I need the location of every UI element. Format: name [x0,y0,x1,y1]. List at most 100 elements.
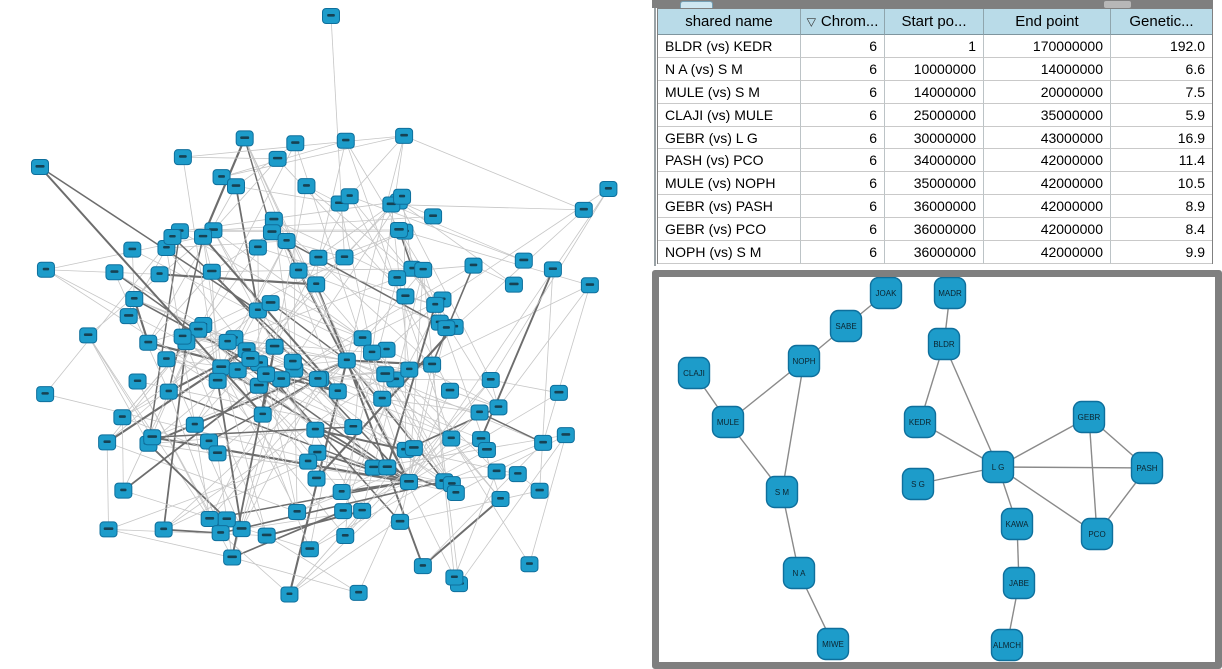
overview-node[interactable] [534,434,553,451]
overview-node[interactable] [253,406,272,423]
table-cell[interactable]: 6 [801,241,885,264]
overview-node[interactable] [426,296,445,313]
detail-node-shape[interactable] [816,627,850,661]
overview-node[interactable] [31,159,49,175]
overview-node[interactable] [306,421,325,438]
table-cell[interactable]: 6 [801,80,885,104]
overview-node[interactable] [157,351,176,368]
overview-node[interactable] [228,362,247,379]
overview-node[interactable] [377,341,396,358]
detail-node-joak[interactable]: JOAK [869,277,903,310]
overview-node[interactable] [395,127,414,144]
overview-node[interactable] [283,353,302,370]
detail-node-shape[interactable] [990,628,1024,662]
overview-node[interactable] [335,249,354,266]
overview-node[interactable] [363,344,382,361]
overview-node[interactable] [119,308,138,325]
table-cell[interactable]: 35000000 [885,172,984,196]
detail-edge[interactable] [997,466,1098,535]
network-detail-canvas[interactable]: JOAK MADR SABE NOPH CLAJI BLDR MULE KEDR GEBR L G… [659,277,1215,662]
overview-node[interactable] [194,228,213,245]
overview-node[interactable] [336,132,355,149]
overview-node[interactable] [308,371,327,388]
overview-node[interactable] [487,463,506,480]
overview-node[interactable] [340,188,359,205]
overview-node[interactable] [442,430,461,447]
table-cell[interactable]: GEBR (vs) PCO [658,218,801,242]
table-row[interactable]: N A (vs) S M 6 10000000 14000000 6.6 [658,57,1212,81]
overview-node[interactable] [173,149,192,166]
table-cell[interactable]: NOPH (vs) S M [658,241,801,264]
overview-node[interactable] [257,366,276,383]
detail-node-miwe[interactable]: MIWE [816,627,850,661]
table-cell[interactable]: 43000000 [984,126,1111,150]
overview-node[interactable] [404,440,423,457]
table-cell[interactable]: MULE (vs) S M [658,80,801,104]
detail-node-s-g[interactable]: S G [901,467,935,501]
table-cell[interactable]: 6 [801,195,885,219]
detail-node-shape[interactable] [1130,451,1164,485]
overview-node[interactable] [307,276,326,293]
table-cell[interactable]: 10000000 [885,57,984,81]
overview-node[interactable] [98,434,117,451]
overview-node[interactable] [413,558,432,575]
overview-node[interactable] [159,383,178,400]
overview-node[interactable] [150,266,169,283]
overview-node[interactable] [128,373,147,390]
table-cell[interactable]: 25000000 [885,103,984,127]
overview-node[interactable] [272,371,291,388]
overview-node[interactable] [514,252,533,269]
overview-node[interactable] [393,188,412,205]
overview-node[interactable] [400,361,419,378]
overview-node[interactable] [226,178,245,195]
table-cell[interactable]: 6.6 [1111,57,1212,81]
table-row[interactable]: GEBR (vs) PASH 6 36000000 42000000 8.9 [658,195,1212,219]
table-cell[interactable]: 14000000 [984,57,1111,81]
overview-node[interactable] [36,386,55,403]
overview-node[interactable] [491,491,510,508]
overview-node[interactable] [504,276,523,293]
overview-node[interactable] [208,445,227,462]
detail-node-shape[interactable] [829,309,863,343]
table-cell[interactable]: 30000000 [885,126,984,150]
overview-node[interactable] [288,504,307,521]
detail-edge[interactable] [943,343,999,468]
table-cell[interactable]: 1 [885,35,984,58]
overview-node[interactable] [235,130,254,147]
overview-node[interactable] [202,263,221,280]
detail-node-shape[interactable] [927,327,961,361]
overview-node[interactable] [212,359,231,376]
overview-node[interactable] [334,503,353,520]
overview-node[interactable] [257,527,276,544]
table-cell[interactable]: 6 [801,172,885,196]
column-header-genetic-[interactable]: Genetic... [1111,9,1212,35]
overview-node[interactable] [399,474,418,491]
overview-node[interactable] [212,169,231,186]
table-cell[interactable]: 8.4 [1111,218,1212,242]
table-cell[interactable]: GEBR (vs) PASH [658,195,801,219]
overview-node[interactable] [464,257,483,274]
detail-node-bldr[interactable]: BLDR [927,327,961,361]
table-cell[interactable]: N A (vs) S M [658,57,801,81]
overview-node[interactable] [300,541,319,558]
table-cell[interactable]: 35000000 [984,103,1111,127]
overview-node[interactable] [481,371,500,388]
filter-icon[interactable]: ▽ [806,15,816,28]
overview-node[interactable] [390,222,409,239]
detail-node-madr[interactable]: MADR [933,277,967,310]
table-cell[interactable]: 170000000 [984,35,1111,58]
overview-node[interactable] [353,502,372,519]
table-cell[interactable]: 42000000 [984,172,1111,196]
overview-node[interactable] [185,416,204,433]
table-row[interactable]: PASH (vs) PCO 6 34000000 42000000 11.4 [658,149,1212,173]
overview-node[interactable] [261,295,280,312]
overview-node[interactable] [241,350,260,367]
detail-node-gebr[interactable]: GEBR [1072,400,1106,434]
table-cell[interactable]: 192.0 [1111,35,1212,58]
detail-node-shape[interactable] [1080,517,1114,551]
table-cell[interactable]: CLAJI (vs) MULE [658,103,801,127]
overview-node[interactable] [364,459,383,476]
table-cell[interactable]: 42000000 [984,195,1111,219]
overview-node[interactable] [424,208,443,225]
table-cell[interactable]: 6 [801,103,885,127]
